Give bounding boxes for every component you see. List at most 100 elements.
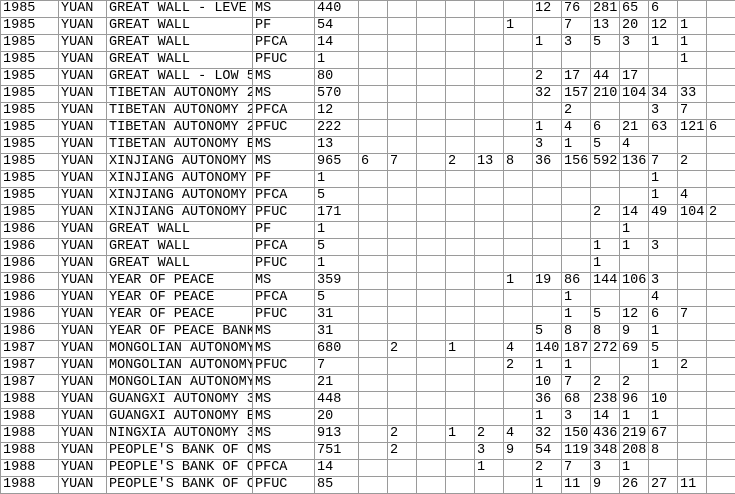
cell[interactable] [388,205,417,222]
cell[interactable]: YUAN [59,375,107,392]
cell[interactable] [707,307,735,324]
cell[interactable] [649,52,678,69]
cell[interactable] [388,52,417,69]
cell[interactable] [446,324,475,341]
cell[interactable]: 5 [315,239,359,256]
cell[interactable] [446,35,475,52]
cell[interactable]: GREAT WALL [107,35,253,52]
cell[interactable]: 1 [562,137,591,154]
cell[interactable] [678,273,707,290]
cell[interactable] [359,341,388,358]
cell[interactable] [678,290,707,307]
cell[interactable]: 140 [533,341,562,358]
cell[interactable] [678,341,707,358]
cell[interactable]: 54 [533,443,562,460]
cell[interactable]: MONGOLIAN AUTONOMY [107,358,253,375]
cell[interactable] [417,392,446,409]
cell[interactable]: 49 [649,205,678,222]
cell[interactable]: 1987 [1,341,59,358]
cell[interactable]: 6 [359,154,388,171]
cell[interactable]: 1986 [1,222,59,239]
cell[interactable]: 1 [591,256,620,273]
cell[interactable]: 3 [649,103,678,120]
cell[interactable] [707,256,735,273]
cell[interactable] [388,460,417,477]
cell[interactable]: 348 [591,443,620,460]
cell[interactable]: 6 [649,307,678,324]
cell[interactable] [417,460,446,477]
cell[interactable]: 1985 [1,69,59,86]
cell[interactable] [388,103,417,120]
cell[interactable]: GREAT WALL [107,256,253,273]
cell[interactable]: YUAN [59,324,107,341]
cell[interactable] [533,307,562,324]
cell[interactable]: 69 [620,341,649,358]
cell[interactable] [678,69,707,86]
cell[interactable] [475,69,504,86]
cell[interactable] [359,205,388,222]
cell[interactable]: 68 [562,392,591,409]
cell[interactable] [678,392,707,409]
cell[interactable] [475,188,504,205]
cell[interactable] [504,290,533,307]
cell[interactable]: YUAN [59,392,107,409]
cell[interactable]: 67 [649,426,678,443]
cell[interactable]: 12 [620,307,649,324]
cell[interactable] [562,256,591,273]
cell[interactable] [678,137,707,154]
cell[interactable] [504,1,533,18]
cell[interactable]: 1 [649,324,678,341]
cell[interactable]: 14 [591,409,620,426]
cell[interactable] [504,188,533,205]
cell[interactable] [446,137,475,154]
cell[interactable] [649,137,678,154]
cell[interactable]: 4 [620,137,649,154]
cell[interactable]: 32 [533,426,562,443]
cell[interactable] [388,188,417,205]
cell[interactable] [707,35,735,52]
cell[interactable] [417,222,446,239]
cell[interactable]: 150 [562,426,591,443]
cell[interactable]: 10 [533,375,562,392]
cell[interactable]: YUAN [59,341,107,358]
cell[interactable]: 1986 [1,307,59,324]
cell[interactable] [475,35,504,52]
cell[interactable]: 65 [620,1,649,18]
cell[interactable] [388,35,417,52]
cell[interactable]: 104 [678,205,707,222]
cell[interactable]: 2 [678,154,707,171]
cell[interactable]: YUAN [59,443,107,460]
cell[interactable] [359,256,388,273]
cell[interactable] [475,1,504,18]
cell[interactable] [591,358,620,375]
cell[interactable]: 5 [533,324,562,341]
cell[interactable]: YEAR OF PEACE BANK [107,324,253,341]
cell[interactable] [417,171,446,188]
cell[interactable]: 1 [678,35,707,52]
cell[interactable] [475,375,504,392]
cell[interactable] [446,307,475,324]
cell[interactable]: GREAT WALL [107,239,253,256]
cell[interactable]: 3 [562,409,591,426]
cell[interactable]: PF [253,171,315,188]
cell[interactable]: YEAR OF PEACE [107,307,253,324]
cell[interactable] [359,1,388,18]
cell[interactable]: 2 [504,358,533,375]
cell[interactable] [707,460,735,477]
cell[interactable]: 119 [562,443,591,460]
cell[interactable] [359,69,388,86]
cell[interactable]: 1985 [1,205,59,222]
cell[interactable] [446,477,475,494]
cell[interactable]: 31 [315,324,359,341]
cell[interactable]: 592 [591,154,620,171]
cell[interactable]: 2 [591,205,620,222]
cell[interactable]: 1 [475,460,504,477]
cell[interactable] [388,409,417,426]
cell[interactable] [504,324,533,341]
cell[interactable]: 1987 [1,375,59,392]
cell[interactable] [417,290,446,307]
cell[interactable]: 440 [315,1,359,18]
cell[interactable]: MS [253,86,315,103]
cell[interactable]: PFCA [253,188,315,205]
cell[interactable]: 33 [678,86,707,103]
